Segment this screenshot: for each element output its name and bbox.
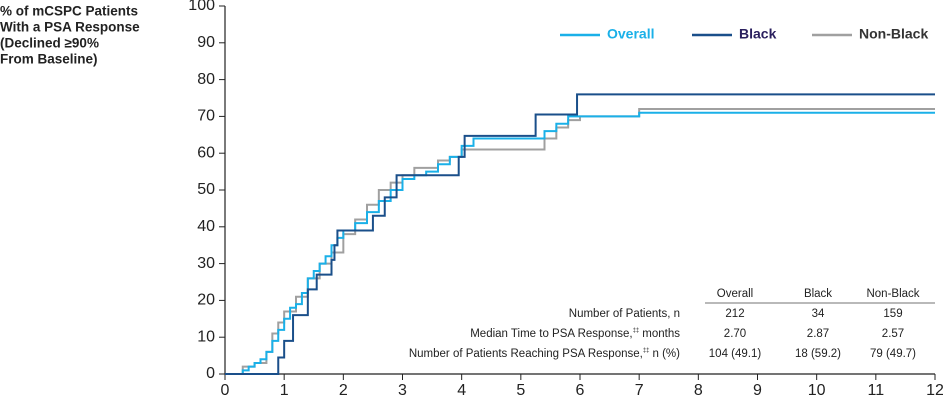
row-label-text: Median Time to PSA Response, xyxy=(470,328,632,340)
x-tick-label: 4 xyxy=(457,382,466,399)
x-tick-label: 7 xyxy=(635,382,644,399)
table-header: Black xyxy=(804,288,832,300)
y-tick-label: 60 xyxy=(197,144,215,161)
table-header: Non-Black xyxy=(866,288,919,300)
x-tick-label: 5 xyxy=(516,382,525,399)
legend-label: Overall xyxy=(607,26,654,42)
table-row-label: Number of Patients Reaching PSA Response… xyxy=(409,348,680,360)
y-tick-label: 40 xyxy=(197,218,215,235)
x-tick-label: 10 xyxy=(808,382,826,399)
y-tick-label: 10 xyxy=(197,328,215,345)
x-tick-label: 12 xyxy=(926,382,943,399)
x-tick-label: 9 xyxy=(753,382,762,399)
row-label-unit: n (%) xyxy=(653,348,681,360)
series-line xyxy=(225,93,935,375)
table-cell: 79 (49.7) xyxy=(870,348,916,360)
y-tick-label: 90 xyxy=(197,34,215,51)
y-axis-title: With a PSA Response xyxy=(0,20,140,35)
table-row-label: Median Time to PSA Response,‡‡ months xyxy=(470,328,680,340)
row-label-note: ‡‡ xyxy=(643,348,650,354)
table-cell: 159 xyxy=(883,308,902,320)
legend-label: Black xyxy=(739,26,777,42)
table-cell: 2.70 xyxy=(724,328,746,340)
table-cell: 34 xyxy=(812,308,825,320)
series-line xyxy=(225,111,935,375)
table-cell: 2.57 xyxy=(882,328,904,340)
table-cell: 2.87 xyxy=(807,328,829,340)
y-axis-title: From Baseline) xyxy=(0,52,98,67)
y-tick-label: 30 xyxy=(197,255,215,272)
legend-label: Non-Black xyxy=(859,26,928,42)
x-tick-label: 8 xyxy=(694,382,703,399)
table-cell: 212 xyxy=(725,308,744,320)
y-axis-title: % of mCSPC Patients xyxy=(0,4,138,19)
row-label-text: Number of Patients, n xyxy=(569,308,680,320)
y-tick-label: 70 xyxy=(197,108,215,125)
x-tick-label: 1 xyxy=(280,382,289,399)
table-cell: 104 (49.1) xyxy=(709,348,762,360)
row-label-note: ‡‡ xyxy=(633,328,640,334)
y-tick-label: 100 xyxy=(188,0,215,14)
table-row-label: Number of Patients, n xyxy=(569,308,680,320)
x-tick-label: 2 xyxy=(339,382,348,399)
row-label-unit: months xyxy=(642,328,680,340)
y-tick-label: 50 xyxy=(197,181,215,198)
table-header: Overall xyxy=(717,288,753,300)
row-label-text: Number of Patients Reaching PSA Response… xyxy=(409,348,643,360)
y-tick-label: 0 xyxy=(206,365,215,382)
table-cell: 18 (59.2) xyxy=(795,348,841,360)
y-tick-label: 20 xyxy=(197,292,215,309)
x-tick-label: 11 xyxy=(868,382,885,399)
x-tick-label: 6 xyxy=(576,382,585,399)
y-axis-title: (Declined ≥90% xyxy=(0,36,99,51)
x-tick-label: 0 xyxy=(221,382,230,399)
y-tick-label: 80 xyxy=(197,71,215,88)
x-tick-label: 3 xyxy=(398,382,407,399)
